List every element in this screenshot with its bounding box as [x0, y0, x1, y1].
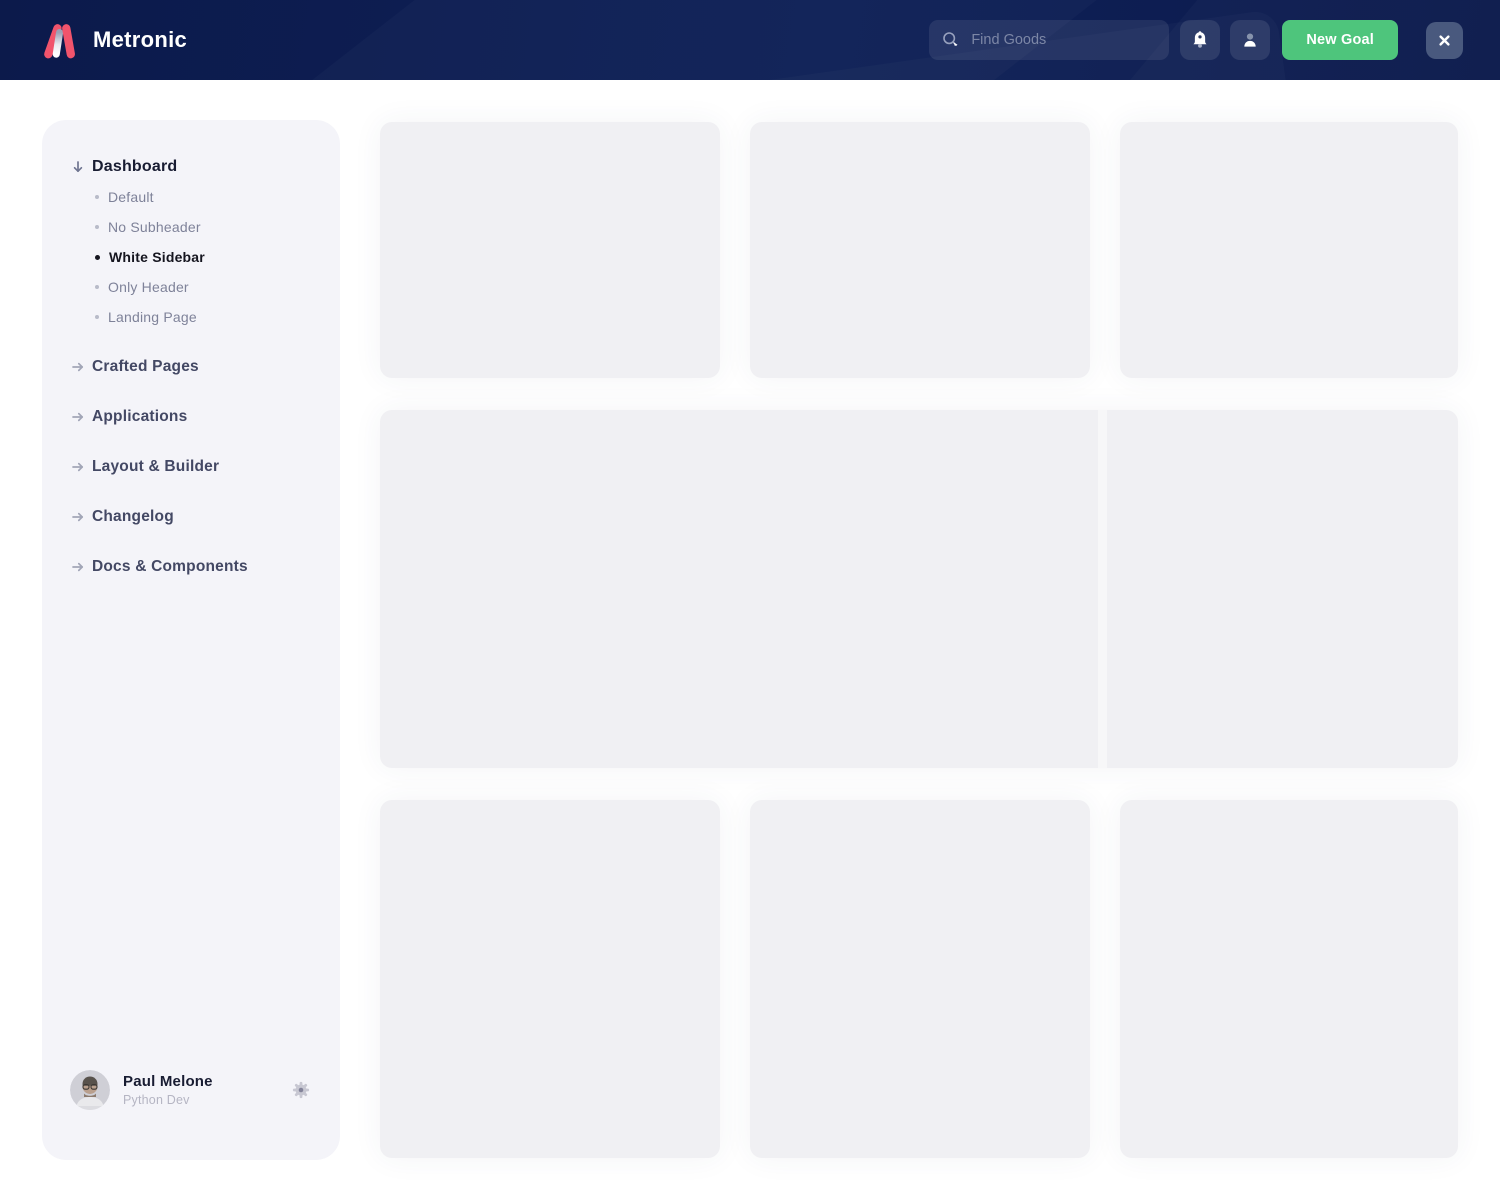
sidebar-item-label: Docs & Components [92, 558, 248, 575]
sidebar-item-dashboard[interactable]: Dashboard [42, 152, 340, 182]
user-profile: Paul Melone Python Dev [70, 1070, 316, 1110]
bullet-icon [95, 315, 99, 319]
avatar[interactable] [70, 1070, 110, 1110]
bullet-icon [95, 285, 99, 289]
sidebar-item-label: Layout & Builder [92, 458, 220, 475]
bullet-icon [95, 225, 99, 229]
sidebar-subitem-label: Default [108, 189, 154, 205]
placeholder-card-wide [380, 410, 1458, 768]
sidebar-subitem-default[interactable]: Default [42, 182, 340, 212]
bullet-icon [95, 254, 100, 260]
placeholder-card [380, 800, 720, 1158]
sidebar-subitem-label: No Subheader [108, 219, 201, 235]
profile-meta: Paul Melone Python Dev [123, 1073, 286, 1107]
header-actions: New Goal [929, 0, 1463, 80]
search-box[interactable] [929, 20, 1170, 60]
sidebar-subitem-label: Landing Page [108, 309, 197, 325]
bell-icon [1193, 31, 1207, 48]
person-icon [1244, 33, 1257, 47]
sidebar-item-label: Applications [92, 408, 188, 425]
placeholder-card [380, 122, 720, 378]
brand-name: Metronic [93, 27, 188, 52]
search-input[interactable] [971, 32, 1142, 48]
close-button[interactable] [1426, 21, 1463, 59]
sidebar-item-changelog[interactable]: Changelog [42, 502, 340, 532]
placeholder-card [750, 800, 1090, 1158]
sidebar-item-label: Changelog [92, 508, 174, 525]
arrow-right-icon [70, 359, 92, 375]
account-button[interactable] [1230, 20, 1271, 60]
card-divider [1098, 410, 1107, 768]
new-goal-button[interactable]: New Goal [1282, 20, 1398, 60]
sidebar: Dashboard Default No Subheader White Sid… [42, 120, 340, 1160]
top-header: Metronic New Goal [0, 0, 1500, 80]
arrow-down-icon [70, 159, 92, 175]
sidebar-subitem-label: Only Header [108, 279, 189, 295]
search-icon [943, 32, 958, 46]
sidebar-item-layout-builder[interactable]: Layout & Builder [42, 452, 340, 482]
placeholder-card [1120, 800, 1458, 1158]
sidebar-subitem-only-header[interactable]: Only Header [42, 272, 340, 302]
arrow-right-icon [70, 459, 92, 475]
profile-role: Python Dev [123, 1093, 190, 1107]
sidebar-item-docs-components[interactable]: Docs & Components [42, 552, 340, 582]
sidebar-subitem-landing-page[interactable]: Landing Page [42, 302, 340, 332]
arrow-right-icon [70, 559, 92, 575]
notifications-button[interactable] [1180, 20, 1221, 60]
arrow-right-icon [70, 509, 92, 525]
sidebar-item-label: Dashboard [92, 158, 178, 175]
sidebar-item-label: Crafted Pages [92, 358, 199, 375]
close-icon [1439, 34, 1450, 46]
sidebar-subitem-label: White Sidebar [109, 249, 205, 265]
sidebar-nav: Dashboard Default No Subheader White Sid… [42, 120, 340, 582]
metronic-logo-icon [44, 24, 76, 59]
arrow-right-icon [70, 409, 92, 425]
profile-name: Paul Melone [123, 1073, 213, 1090]
bullet-icon [95, 195, 99, 199]
sidebar-item-applications[interactable]: Applications [42, 402, 340, 432]
sidebar-subitem-white-sidebar[interactable]: White Sidebar [42, 242, 340, 272]
sidebar-item-crafted-pages[interactable]: Crafted Pages [42, 352, 340, 382]
settings-button[interactable] [286, 1075, 316, 1105]
placeholder-card [1120, 122, 1458, 378]
sidebar-subitem-no-subheader[interactable]: No Subheader [42, 212, 340, 242]
gear-icon [292, 1081, 310, 1099]
placeholder-card [750, 122, 1090, 378]
brand[interactable]: Metronic [40, 20, 187, 60]
